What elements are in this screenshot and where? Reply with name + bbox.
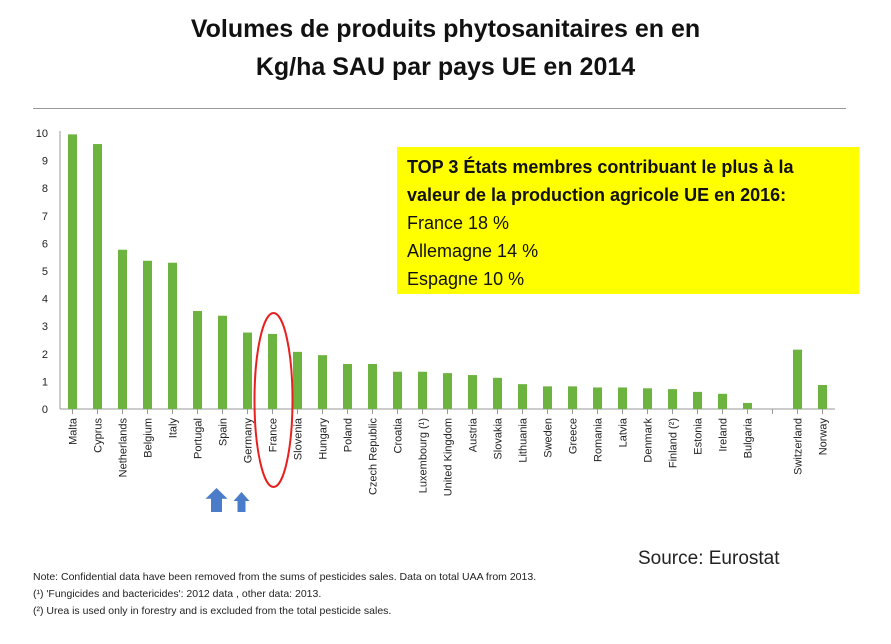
y-tick-label: 5 xyxy=(42,266,48,278)
bar xyxy=(218,315,227,409)
bar xyxy=(493,377,502,409)
callout-item-spain: Espagne 10 % xyxy=(407,269,525,289)
bar xyxy=(518,384,527,409)
bar xyxy=(343,364,352,409)
x-tick-label: Poland xyxy=(343,418,355,452)
x-tick-label: Luxembourg (¹) xyxy=(418,418,430,493)
x-tick-label: Italy xyxy=(168,418,180,439)
y-tick-label: 2 xyxy=(42,349,48,361)
callout-heading-line-2: valeur de la production agricole UE en 2… xyxy=(407,185,787,205)
bar xyxy=(68,134,77,409)
bar xyxy=(668,389,677,409)
bar xyxy=(118,249,127,409)
bar xyxy=(718,393,727,409)
x-tick-label: Lithuania xyxy=(518,417,530,463)
bar xyxy=(593,387,602,409)
bar xyxy=(193,311,202,409)
x-tick-label: Romania xyxy=(593,417,605,462)
y-tick-label: 3 xyxy=(42,321,48,333)
bar xyxy=(268,333,277,409)
x-tick-label: Switzerland xyxy=(793,418,805,475)
y-tick-label: 7 xyxy=(42,211,48,223)
bar xyxy=(168,262,177,409)
x-tick-label: Sweden xyxy=(543,418,555,458)
x-tick-label: Spain xyxy=(218,418,230,446)
x-tick-label: Estonia xyxy=(693,417,705,455)
x-tick-label: Denmark xyxy=(643,418,655,463)
highlight-ellipse xyxy=(253,312,294,488)
y-tick-label: 8 xyxy=(42,183,48,195)
bar xyxy=(618,387,627,409)
x-tick-label: United Kingdom xyxy=(443,418,455,496)
bar xyxy=(443,373,452,409)
x-tick-label: Ireland xyxy=(718,418,730,452)
footnote-1: Note: Confidential data have been remove… xyxy=(33,571,537,583)
x-tick-label: Austria xyxy=(468,417,480,452)
bar xyxy=(818,384,827,409)
up-arrow-icon xyxy=(233,492,250,512)
bar xyxy=(318,355,327,409)
bar xyxy=(693,391,702,409)
y-tick-label: 4 xyxy=(42,294,48,306)
title-divider xyxy=(33,108,846,109)
x-tick-label: Cyprus xyxy=(93,418,105,453)
y-tick-label: 6 xyxy=(42,238,48,250)
x-tick-label: Netherlands xyxy=(118,418,130,478)
x-tick-label: Portugal xyxy=(193,418,205,459)
source-label: Source: Eurostat xyxy=(638,548,780,569)
bar xyxy=(568,386,577,409)
up-arrow-icon xyxy=(205,488,228,512)
bar-chart: 0 1 2 3 4 5 6 7 8 9 10 Malta Cyprus Netherlands Belgiu… xyxy=(36,128,835,512)
y-tick-label: 10 xyxy=(36,128,48,140)
x-tick-label: Belgium xyxy=(143,418,155,458)
footnote-2: (¹) 'Fungicides and bactericides': 2012 … xyxy=(33,588,322,600)
bar xyxy=(93,144,102,410)
x-tick-label: Norway xyxy=(818,418,830,456)
x-tick-label: France xyxy=(268,418,280,452)
x-tick-label: Greece xyxy=(568,418,580,454)
callout-item-france: France 18 % xyxy=(407,213,510,233)
bar xyxy=(543,386,552,409)
bar xyxy=(393,371,402,409)
chart-title-line-2: Kg/ha SAU par pays UE en 2014 xyxy=(255,53,636,81)
callout-heading-line-1: TOP 3 États membres contribuant le plus … xyxy=(407,157,794,177)
bar xyxy=(243,332,252,409)
y-tick-label: 9 xyxy=(42,156,48,168)
bar xyxy=(293,351,302,409)
y-tick-label: 1 xyxy=(42,376,48,388)
x-tick-label: Slovenia xyxy=(293,417,305,460)
x-tick-label: Czech Republic xyxy=(368,418,380,496)
x-tick-label: Latvia xyxy=(618,417,630,447)
x-tick-label: Hungary xyxy=(318,418,330,460)
bar xyxy=(743,402,752,409)
bar xyxy=(793,349,802,409)
bar xyxy=(368,364,377,409)
footnote-3: (²) Urea is used only in forestry and is… xyxy=(33,605,392,617)
x-tick-label: Croatia xyxy=(393,417,405,453)
x-tick-label: Finland (²) xyxy=(668,418,680,468)
top3-callout-box: TOP 3 États membres contribuant le plus … xyxy=(397,147,859,294)
bar xyxy=(418,371,427,409)
x-tick-label: Germany xyxy=(243,418,255,464)
bar xyxy=(468,375,477,409)
x-tick-label: Bulgaria xyxy=(743,417,755,458)
bar xyxy=(643,388,652,409)
x-tick-label: Slovakia xyxy=(493,417,505,459)
y-tick-label: 0 xyxy=(42,404,48,416)
chart-title-line-1: Volumes de produits phytosanitaires en e… xyxy=(190,15,701,43)
callout-item-germany: Allemagne 14 % xyxy=(407,241,539,261)
bar xyxy=(143,260,152,409)
x-tick-label: Malta xyxy=(68,417,80,445)
